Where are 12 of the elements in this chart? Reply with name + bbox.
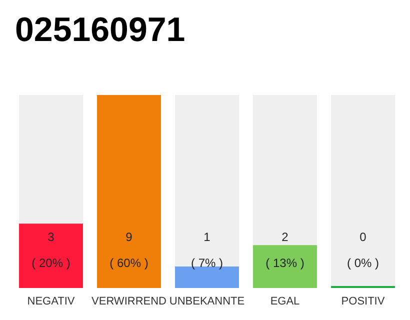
x-tick-label: VERWIRREND — [92, 296, 167, 308]
data-label: 1 ( 7% ) — [190, 230, 224, 270]
x-tick-label: EGAL — [270, 296, 300, 308]
x-tick-label: POSITIV — [341, 296, 386, 308]
x-tick-label: UNBEKANNTE — [169, 296, 245, 308]
data-label: 2 ( 13% ) — [266, 230, 304, 270]
x-tick-label: NEGATIV — [27, 296, 76, 308]
data-label: 3 ( 20% ) — [32, 230, 70, 270]
chart-title: 025160971 — [15, 11, 186, 49]
data-label: 0 ( 0% ) — [346, 230, 380, 270]
data-label: 9 ( 60% ) — [110, 230, 148, 270]
bar — [253, 245, 317, 288]
